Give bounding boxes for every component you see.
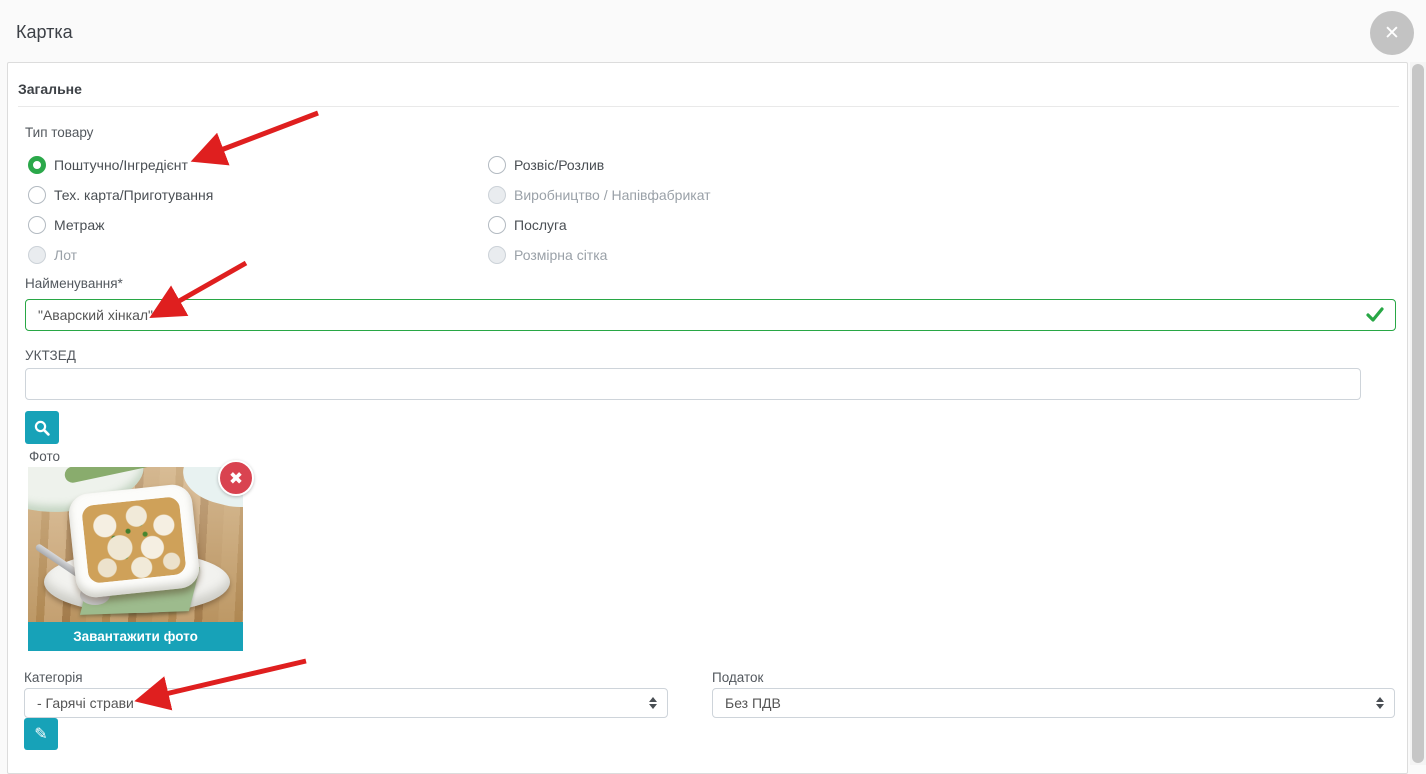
uktzed-input[interactable]: [25, 368, 1361, 400]
upload-photo-label: Завантажити фото: [73, 629, 198, 644]
product-photo: [28, 467, 243, 622]
category-select[interactable]: - Гарячі страви: [24, 688, 668, 718]
name-input[interactable]: [25, 299, 1396, 331]
section-title: Загальне: [18, 81, 82, 97]
name-label: Найменування*: [25, 276, 123, 291]
bowl: [66, 482, 202, 600]
radio-label: Тех. карта/Приготування: [54, 187, 214, 203]
scrollbar-track[interactable]: [1410, 62, 1426, 765]
category-label: Категорія: [24, 670, 83, 685]
radio-icon: [28, 216, 46, 234]
search-button[interactable]: [25, 411, 59, 444]
product-type-label: Тип товару: [25, 125, 94, 140]
radio-selected-icon: [28, 156, 46, 174]
radio-label: Розвіс/Розлив: [514, 157, 605, 173]
remove-photo-button[interactable]: ✖: [218, 460, 254, 496]
radio-disabled-icon: [488, 186, 506, 204]
radio-label: Метраж: [54, 217, 105, 233]
category-value: - Гарячі страви: [37, 695, 134, 711]
modal-header: Картка ✕: [0, 0, 1426, 62]
dumplings: [81, 496, 187, 584]
select-spinner-icon: [1376, 697, 1384, 709]
radio-icon: [28, 186, 46, 204]
pencil-icon: ✎: [34, 726, 48, 743]
upload-photo-button[interactable]: Завантажити фото: [28, 622, 243, 651]
remove-photo-icon: ✖: [228, 468, 244, 488]
radio-poshtuchno-ingredient[interactable]: Поштучно/Інгредієнт: [28, 150, 188, 180]
close-icon: ✕: [1384, 22, 1400, 44]
uktzed-label: УКТЗЕД: [25, 348, 76, 363]
radio-label: Розмірна сітка: [514, 247, 608, 263]
radio-posluha[interactable]: Послуга: [488, 210, 567, 240]
tax-select[interactable]: Без ПДВ: [712, 688, 1395, 718]
radio-disabled-icon: [488, 246, 506, 264]
tax-value: Без ПДВ: [725, 695, 781, 711]
radio-rozvis-rozlyv[interactable]: Розвіс/Розлив: [488, 150, 604, 180]
select-spinner-icon: [649, 697, 657, 709]
scrollbar-thumb[interactable]: [1412, 64, 1424, 763]
tax-label: Податок: [712, 670, 764, 685]
modal-title: Картка: [16, 22, 73, 42]
photo-label: Фото: [29, 449, 61, 464]
radio-rozmirna-sitka: Розмірна сітка: [488, 240, 607, 270]
radio-label: Лот: [54, 247, 78, 263]
radio-label: Послуга: [514, 217, 567, 233]
radio-icon: [488, 156, 506, 174]
radio-disabled-icon: [28, 246, 46, 264]
radio-lot: Лот: [28, 240, 77, 270]
radio-icon: [488, 216, 506, 234]
close-button[interactable]: ✕: [1370, 11, 1414, 55]
search-icon: [34, 420, 50, 436]
radio-label: Поштучно/Інгредієнт: [54, 157, 188, 173]
edit-category-button[interactable]: ✎: [24, 718, 58, 750]
card-panel: Загальне Тип товару Поштучно/Інгредієнт …: [7, 62, 1408, 774]
radio-label: Виробництво / Напівфабрикат: [514, 187, 711, 203]
radio-tech-karta[interactable]: Тех. карта/Приготування: [28, 180, 213, 210]
radio-vyrobnytstvo: Виробництво / Напівфабрикат: [488, 180, 711, 210]
section-divider: [18, 106, 1399, 107]
radio-metrazh[interactable]: Метраж: [28, 210, 105, 240]
